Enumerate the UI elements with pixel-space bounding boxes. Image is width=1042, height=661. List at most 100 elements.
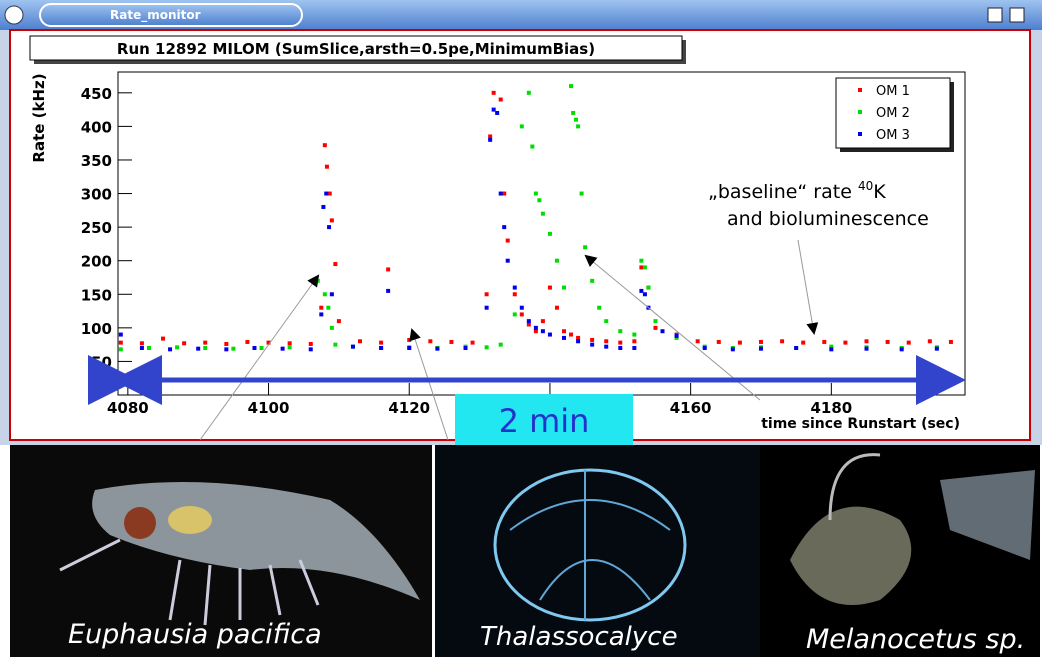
point [730,347,735,352]
point [554,258,559,263]
y-tick-label: 50 [91,353,112,371]
point [569,332,574,337]
minimize-button[interactable] [987,7,1003,23]
point [407,337,412,342]
point [569,84,574,89]
x-tick-label: 4120 [388,399,430,417]
point [547,285,552,290]
legend-entries: OM 1 OM 2 OM 3 [858,84,910,143]
point [139,341,144,346]
point [435,346,440,351]
chart-title: Run 12892 MILOM (SumSlice,arsth=0.5pe,Mi… [117,40,595,58]
point [829,347,834,352]
point [287,345,292,350]
point [259,345,264,350]
point [604,344,609,349]
point [618,345,623,350]
point [758,346,763,351]
point [319,305,324,310]
point [758,339,763,344]
caption: Euphausia pacifica [68,619,322,650]
annotation-text: „baseline“ rate [708,181,858,203]
point [329,218,334,223]
point [934,346,939,351]
point [590,337,595,342]
annotation-arrow [797,239,819,335]
point [118,340,123,345]
x-axis-label: time since Runstart (sec) [761,416,960,432]
y-tick-label: 200 [81,253,112,271]
point [540,319,545,324]
point [512,312,517,317]
point [386,267,391,272]
point [639,258,644,263]
point [512,285,517,290]
point [695,339,700,344]
point [315,278,320,283]
point [632,332,637,337]
point [308,341,313,346]
point [533,325,538,330]
y-tick-label: 150 [81,286,112,304]
point [118,332,123,337]
point [280,346,285,351]
legend-marker [858,110,862,114]
point [407,345,412,350]
point [322,143,327,148]
point [642,265,647,270]
title-box [29,35,683,61]
legend-marker [858,132,862,136]
annotation-superscript: 40 [858,179,873,193]
point [491,107,496,112]
point [843,340,848,345]
point [540,329,545,334]
point [864,346,869,351]
point [642,292,647,297]
point [118,347,123,352]
point [618,329,623,334]
point [794,345,799,350]
point [333,342,338,347]
y-tick-label: 100 [81,320,112,338]
point [674,335,679,340]
point [224,341,229,346]
point [716,339,721,344]
y-tick-label: 250 [81,219,112,237]
point [326,305,331,310]
point [287,341,292,346]
point [702,345,707,350]
x-tick-label: 4100 [248,399,290,417]
point [547,332,552,337]
point [653,319,658,324]
angler-fin [940,470,1035,560]
point [639,288,644,293]
point [583,245,588,250]
point [618,340,623,345]
point [604,339,609,344]
point [224,347,229,352]
point [590,278,595,283]
point [336,319,341,324]
point [737,340,742,345]
y-tick-label: 350 [81,152,112,170]
point [533,191,538,196]
point [632,339,637,344]
point [537,198,542,203]
point [505,258,510,263]
maximize-button[interactable] [1009,7,1025,23]
point [533,329,538,334]
point [505,238,510,243]
point [590,342,595,347]
point [161,336,166,341]
point [801,340,806,345]
point [203,345,208,350]
krill-eye [124,507,156,539]
point [927,339,932,344]
point [379,340,384,345]
point [604,319,609,324]
point [321,204,326,209]
point [495,110,500,115]
point [498,191,503,196]
point [571,110,576,115]
menu-button[interactable] [4,5,24,25]
